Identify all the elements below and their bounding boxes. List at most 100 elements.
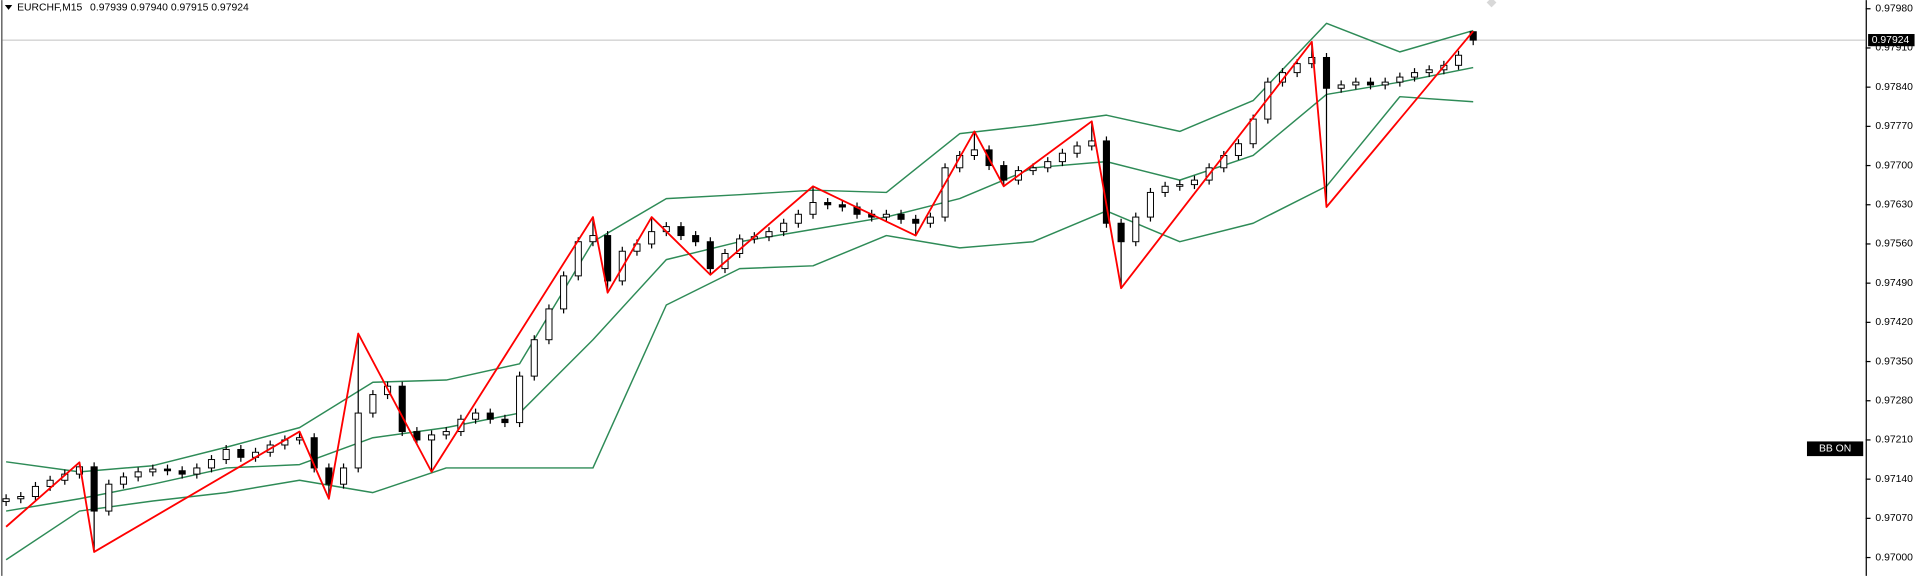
candle-body (413, 431, 421, 441)
y-tick-label: 0.97980 (1875, 4, 1913, 15)
candle-body (1073, 145, 1081, 154)
candle-body (2, 498, 10, 503)
candle-body (442, 431, 450, 436)
badge-label: BB ON (1819, 444, 1851, 455)
last-price-label: 0.97924 (1872, 35, 1910, 46)
candle-body (882, 213, 890, 218)
candle-body (1176, 184, 1184, 187)
candle-body (222, 448, 230, 461)
candle-body (692, 235, 700, 243)
candle-body (1117, 222, 1125, 243)
candle-body (193, 467, 201, 475)
candle-body (207, 459, 216, 469)
candle-body (824, 202, 832, 206)
candle-body (119, 476, 128, 485)
candle-body (706, 241, 714, 270)
candle-body (339, 467, 348, 485)
candle-body (90, 466, 98, 512)
y-tick-label: 0.97210 (1875, 435, 1913, 446)
symbol: EURCHF,M15 (17, 2, 82, 13)
candle-body (648, 231, 656, 245)
candle-body (530, 339, 538, 377)
badge-box (1806, 441, 1864, 457)
candle-body (1102, 140, 1110, 224)
candle-body (897, 213, 905, 220)
y-tick-label: 0.97070 (1875, 513, 1913, 524)
candle-body (178, 470, 186, 475)
candle-body (1381, 81, 1389, 86)
chart-header: EURCHF,M15 0.97939 0.97940 0.97915 0.979… (17, 2, 249, 13)
shift-marker (1486, 0, 1497, 8)
candle-body (589, 235, 597, 243)
candle-body (17, 496, 25, 500)
candle-body (310, 437, 318, 469)
candle-body (1000, 165, 1008, 181)
header-close: 0.97924 (211, 2, 249, 13)
bollinger-band (5, 95, 1474, 561)
bollinger-band (6, 22, 1474, 473)
candle-body (1308, 56, 1316, 65)
candle-body (1278, 72, 1287, 83)
candle-body (809, 202, 817, 215)
candle-body (1366, 81, 1375, 86)
candle-body (1190, 179, 1199, 186)
candle-body (472, 412, 480, 420)
y-tick-label: 0.97490 (1875, 278, 1913, 289)
y-tick-label: 0.97700 (1875, 160, 1913, 171)
candle-body (1264, 81, 1272, 120)
candle-body (1249, 118, 1257, 145)
header-arrow (4, 4, 13, 10)
zigzag-line (5, 30, 1474, 553)
candle-body (1293, 63, 1301, 74)
candle-body (325, 467, 333, 485)
candle-body (163, 468, 172, 472)
candle-body (941, 167, 949, 218)
candle-body (354, 412, 362, 469)
candle-body (926, 216, 934, 224)
candle-body (486, 412, 494, 420)
candle-body (428, 434, 436, 441)
candle-body (46, 479, 54, 487)
candle-body (516, 375, 524, 424)
y-tick-label: 0.97350 (1875, 356, 1913, 367)
candle-body (369, 394, 377, 414)
candle-body (1044, 161, 1052, 169)
candle-body (1410, 72, 1419, 78)
candle-body (398, 385, 406, 433)
candle-body (1396, 76, 1404, 83)
candle-body (1337, 84, 1345, 89)
candle-body (1088, 140, 1096, 147)
candle-body (1454, 54, 1463, 66)
y-tick-label: 0.97560 (1875, 239, 1913, 250)
candle-body (970, 149, 978, 156)
candle-body (912, 218, 920, 224)
candle-body (780, 222, 788, 233)
y-tick-label: 0.97630 (1875, 200, 1913, 211)
candle-body (574, 241, 582, 277)
candle-body (1161, 185, 1169, 193)
y-tick-label: 0.97770 (1875, 121, 1913, 132)
y-tick-label: 0.97420 (1875, 317, 1913, 328)
candle-body (1234, 143, 1243, 156)
candle-body (1352, 81, 1360, 86)
y-tick-label: 0.97000 (1875, 552, 1913, 563)
candle-body (794, 213, 802, 224)
candle-body (501, 418, 509, 424)
y-tick-label: 0.97840 (1875, 82, 1913, 93)
header-high: 0.97940 (130, 2, 168, 13)
candle-body (765, 231, 773, 238)
candle-body (237, 448, 245, 458)
candle-body (838, 204, 846, 208)
candle-body (560, 275, 568, 310)
candle-body (31, 485, 40, 497)
header-open: 0.97939 (90, 2, 128, 13)
candle-body (1058, 152, 1066, 163)
candle-body (1322, 56, 1331, 89)
y-tick-label: 0.97140 (1875, 474, 1913, 485)
y-tick-label: 0.97910 (1875, 43, 1913, 54)
candle-body (677, 226, 685, 237)
candle-body (1132, 216, 1140, 243)
